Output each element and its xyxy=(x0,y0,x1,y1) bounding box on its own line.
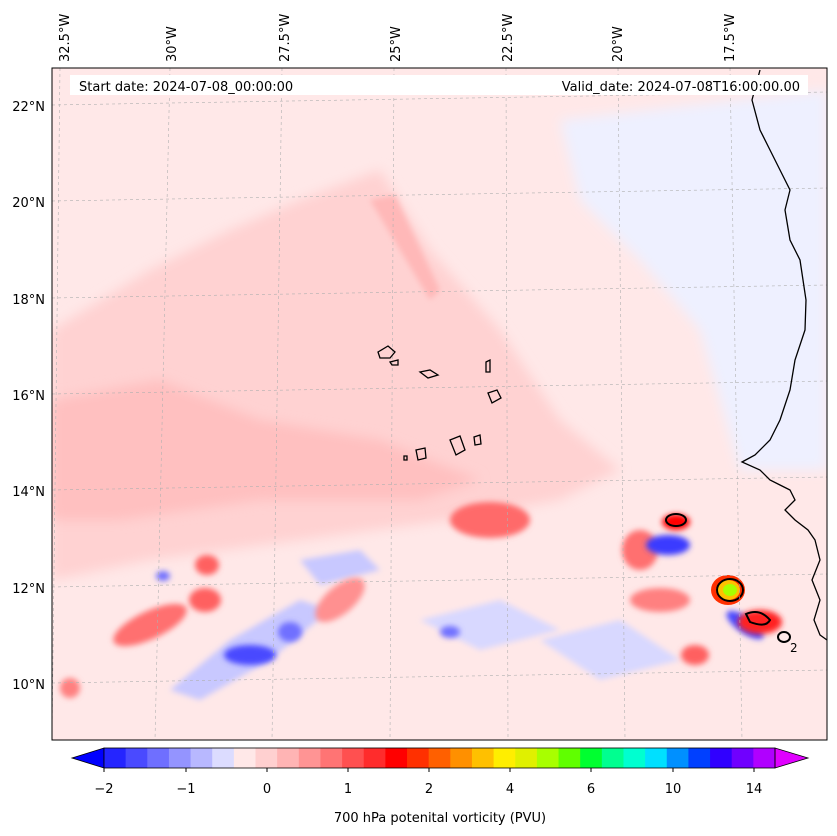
colorbar-segment xyxy=(428,748,451,768)
pv-min-5 xyxy=(440,626,460,638)
colorbar-segment xyxy=(710,748,733,768)
colorbar-tick-label: 4 xyxy=(506,782,514,797)
colorbar-segment xyxy=(233,748,257,768)
colorbar-tick-label: 10 xyxy=(665,782,682,797)
colorbar-segment xyxy=(363,748,386,768)
colorbar-segment xyxy=(125,748,148,768)
date-bar xyxy=(70,75,808,95)
low-pv-streak-3 xyxy=(420,600,560,650)
pv-contour-1 xyxy=(716,578,744,602)
lat-label: 10°N xyxy=(12,678,45,693)
lon-label: 25°W xyxy=(389,26,404,62)
colorbar-segment xyxy=(212,748,235,768)
pv-max-7 xyxy=(630,588,690,612)
valid-date-label: Valid_date: 2024-07-08T16:00:00.00 xyxy=(562,80,800,95)
lon-label: 22.5°W xyxy=(501,14,516,62)
pv-max-2 xyxy=(189,588,221,612)
lat-label: 20°N xyxy=(12,196,45,211)
colorbar-ticks: −2 −1 0 1 2 4 6 10 14 xyxy=(94,782,762,797)
pv-max-9 xyxy=(315,577,365,623)
pv-max-4 xyxy=(450,502,530,538)
map-field: 2 xyxy=(52,68,827,740)
colorbar-segment xyxy=(190,748,213,768)
pv-max-6 xyxy=(60,678,80,698)
colorbar-segment xyxy=(342,748,365,768)
lon-label: 17.5°W xyxy=(723,14,738,62)
lat-label: 22°N xyxy=(12,100,45,115)
colorbar-segment xyxy=(623,748,646,768)
pv-max-3 xyxy=(195,555,219,575)
pv-contour-2 xyxy=(665,513,687,527)
colorbar-segment xyxy=(753,748,776,768)
pv-max-8 xyxy=(681,645,709,665)
colorbar-tick-label: −2 xyxy=(94,782,113,797)
low-pv-streak-2 xyxy=(300,550,380,585)
colorbar-extend-min xyxy=(70,747,105,769)
colorbar-tick-label: 2 xyxy=(425,782,433,797)
contour-label: 2 xyxy=(790,641,798,655)
colorbar-segment xyxy=(104,748,127,768)
pv-contour-4 xyxy=(777,631,791,643)
pv-max-1 xyxy=(113,603,187,647)
low-pv-region-ne xyxy=(560,90,827,470)
colorbar-tick-label: 6 xyxy=(587,782,595,797)
lat-label: 18°N xyxy=(12,293,45,308)
colorbar-segment xyxy=(277,748,300,768)
graticule xyxy=(52,68,827,740)
pv-min-3 xyxy=(646,535,690,555)
lon-label: 20°W xyxy=(611,26,626,62)
colorbar-segment xyxy=(385,748,408,768)
pv-core-1 xyxy=(662,514,690,530)
pv-min-6 xyxy=(156,571,170,581)
colorbar-segment xyxy=(255,748,278,768)
map-frame xyxy=(51,67,828,741)
pv-core-3-center xyxy=(723,584,737,596)
colorbar-segment xyxy=(407,748,430,768)
lon-label: 32.5°W xyxy=(58,14,73,62)
colorbar xyxy=(70,747,810,772)
pv-core-2 xyxy=(738,610,782,634)
colorbar-segment xyxy=(147,748,170,768)
pv-streak xyxy=(370,195,440,300)
longitude-labels: 32.5°W 30°W 27.5°W 25°W 22.5°W 20°W 17.5… xyxy=(58,14,738,62)
start-date-label: Start date: 2024-07-08_00:00:00 xyxy=(79,80,293,95)
colorbar-tick-label: 1 xyxy=(344,782,352,797)
pv-contour-3 xyxy=(744,611,772,626)
colorbar-segment xyxy=(450,748,473,768)
colorbar-tick-label: 0 xyxy=(263,782,271,797)
lat-label: 12°N xyxy=(12,582,45,597)
colorbar-title: 700 hPa potenital vorticity (PVU) xyxy=(334,811,546,826)
colorbar-tick-label: −1 xyxy=(176,782,195,797)
colorbar-extend-max xyxy=(774,747,810,769)
colorbar-segment xyxy=(666,748,689,768)
lat-label: 16°N xyxy=(12,389,45,404)
colorbar-segment xyxy=(731,748,754,768)
colorbar-segment xyxy=(645,748,668,768)
latitude-labels: 22°N 20°N 18°N 16°N 14°N 12°N 10°N xyxy=(12,100,45,693)
colorbar-segment xyxy=(471,748,495,768)
colorbar-segment xyxy=(601,748,624,768)
cape-verde-islands xyxy=(377,345,502,461)
african-coastline xyxy=(740,69,827,641)
colorbar-segment xyxy=(515,748,538,768)
pv-min-1 xyxy=(224,645,276,665)
colorbar-segment xyxy=(688,748,711,768)
colorbar-segment xyxy=(320,748,343,768)
lat-label: 14°N xyxy=(12,485,45,500)
pv-band-inner xyxy=(52,380,480,520)
colorbar-segment xyxy=(536,748,560,768)
colorbar-segment xyxy=(298,748,321,768)
colorbar-tick-label: 14 xyxy=(746,782,763,797)
lon-label: 27.5°W xyxy=(278,14,293,62)
pv-min-2 xyxy=(278,622,302,642)
colorbar-segment xyxy=(493,748,516,768)
lon-label: 30°W xyxy=(165,26,180,62)
colorbar-segment xyxy=(168,748,192,768)
colorbar-segment xyxy=(558,748,581,768)
colorbar-frame xyxy=(103,747,776,769)
colorbar-segment xyxy=(580,748,603,768)
low-pv-streak-4 xyxy=(540,620,680,680)
